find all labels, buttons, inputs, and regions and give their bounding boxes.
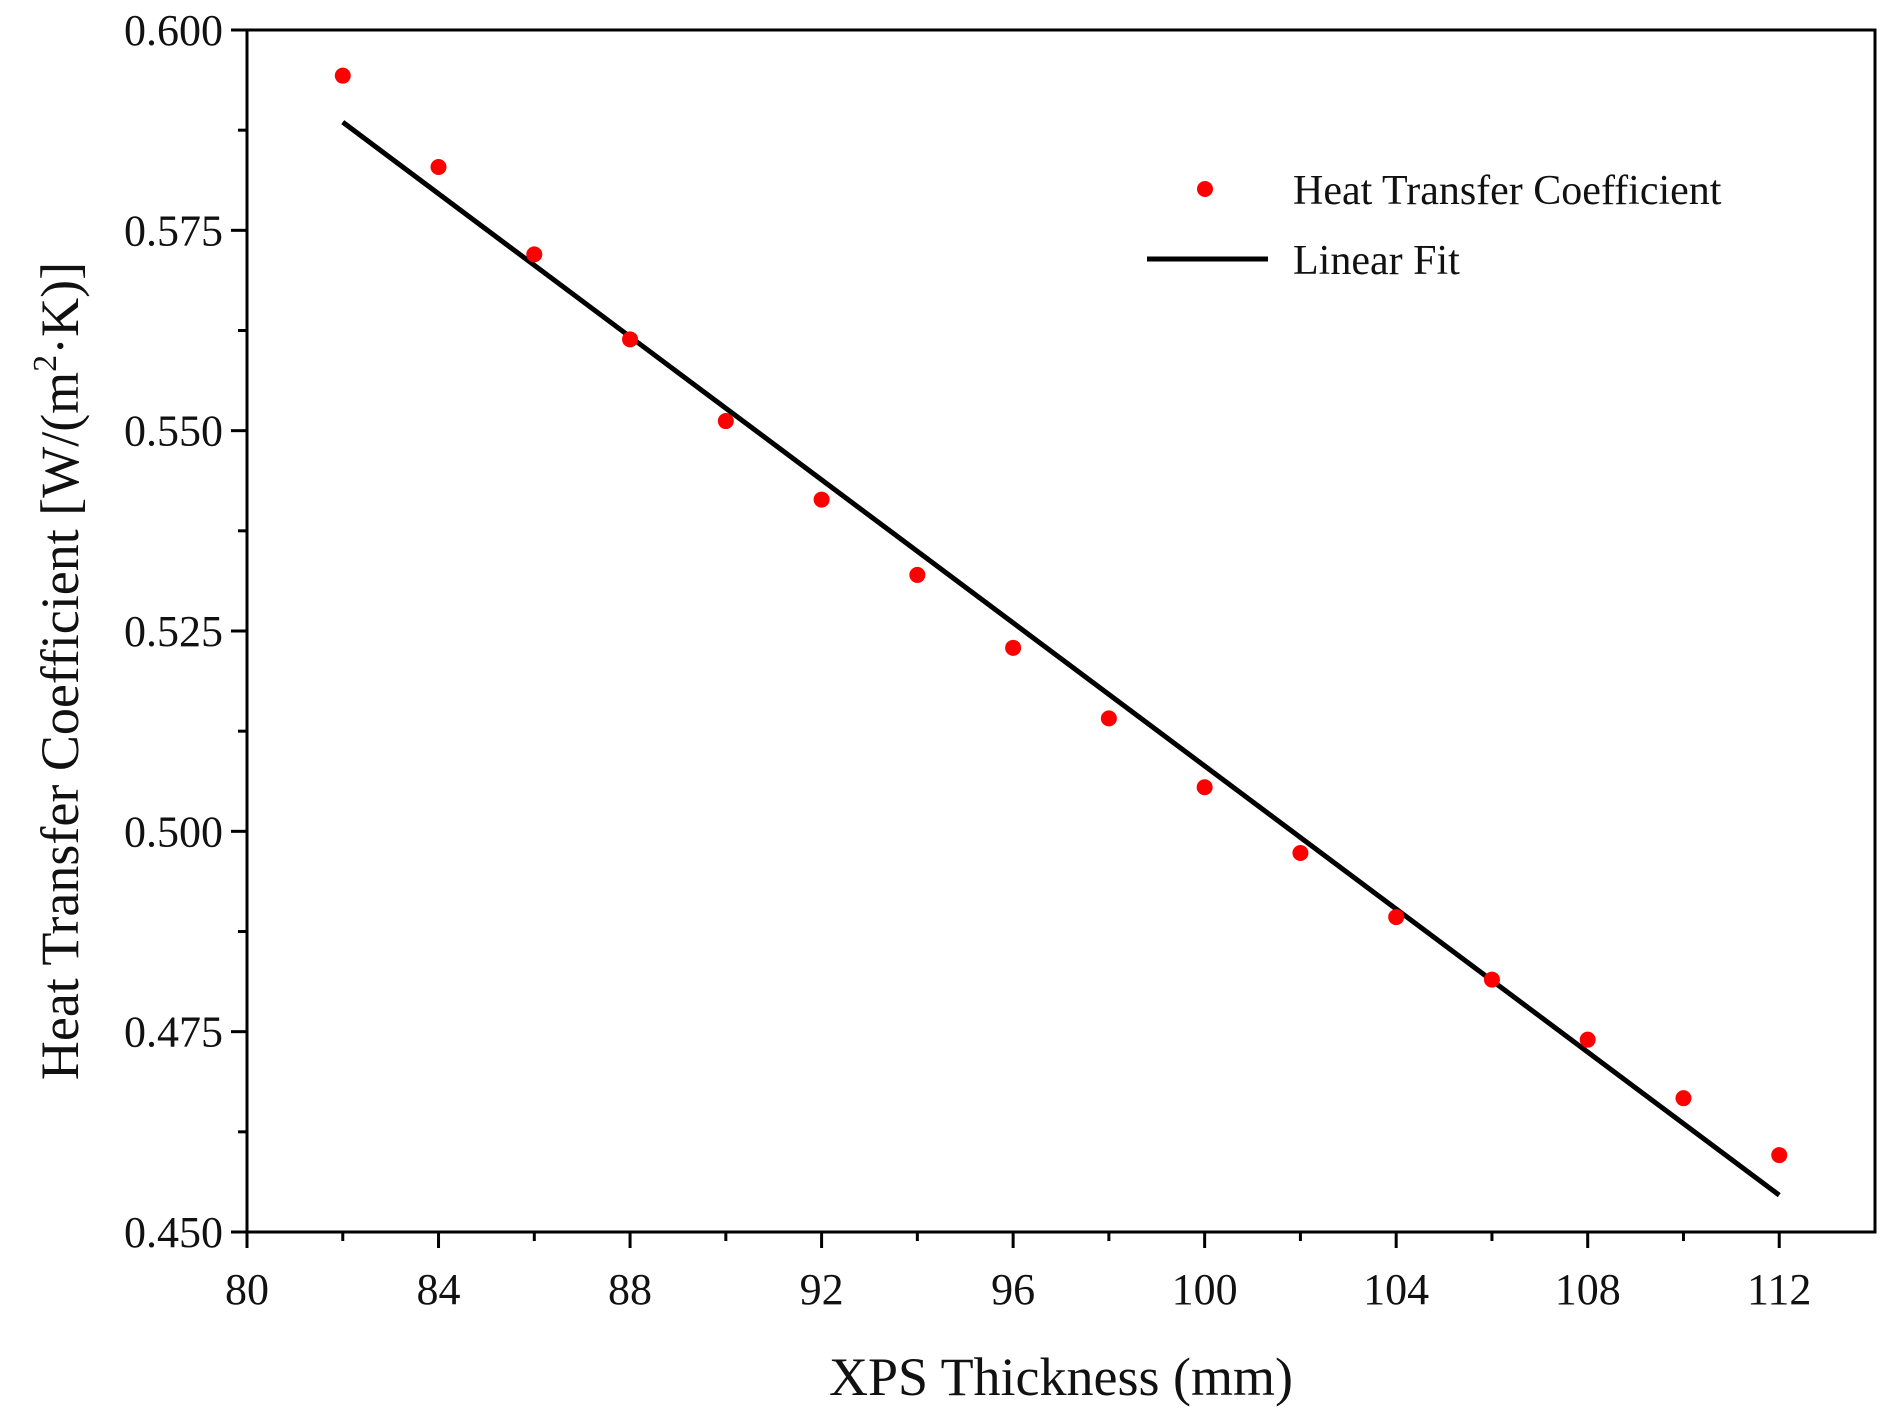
legend-marker-scatter (1197, 181, 1213, 197)
legend-label-scatter: Heat Transfer Coefficient (1293, 168, 1722, 214)
y-tick-label: 0.450 (124, 1208, 223, 1257)
x-tick-label: 80 (225, 1265, 269, 1314)
x-tick-label: 112 (1747, 1265, 1811, 1314)
y-tick-label: 0.550 (124, 407, 223, 456)
x-tick-label: 100 (1172, 1265, 1238, 1314)
x-tick-label: 96 (991, 1265, 1035, 1314)
data-point (909, 566, 926, 583)
legend-label-line: Linear Fit (1293, 238, 1460, 284)
axis-ticks: 80 84 88 92 96 100 104 108 112 0.450 0.475 0.500 0.5… (124, 6, 1811, 1314)
data-point (622, 331, 639, 348)
data-point (430, 159, 447, 176)
x-tick-label: 84 (417, 1265, 461, 1314)
data-point (813, 491, 830, 508)
x-axis-title: XPS Thickness (mm) (829, 1347, 1293, 1407)
x-tick-label: 88 (608, 1265, 652, 1314)
data-point (1005, 639, 1022, 656)
data-point (1388, 909, 1405, 926)
y-tick-label: 0.575 (124, 206, 223, 255)
data-point (1483, 971, 1500, 988)
data-point (1100, 710, 1117, 727)
legend: Heat Transfer Coefficient Linear Fit (1147, 168, 1722, 284)
y-tick-label: 0.600 (124, 6, 223, 55)
data-point (717, 413, 734, 430)
data-point (334, 67, 351, 84)
x-tick-label: 92 (800, 1265, 844, 1314)
data-point (1292, 844, 1309, 861)
data-point (526, 246, 543, 263)
data-point (1579, 1031, 1596, 1048)
data-point (1196, 779, 1213, 796)
y-tick-label: 0.525 (124, 607, 223, 656)
y-axis-title-tail: ·K)] (30, 262, 90, 355)
y-tick-label: 0.475 (124, 1008, 223, 1057)
data-point (1771, 1147, 1788, 1164)
y-axis-title-superscript: 2 (27, 355, 64, 372)
data-point (1675, 1090, 1692, 1107)
y-axis-title-main: Heat Transfer Coefficient [W/(m (30, 372, 90, 1080)
x-tick-label: 108 (1555, 1265, 1621, 1314)
y-axis-title: Heat Transfer Coefficient [W/(m2·K)] (27, 262, 90, 1080)
y-tick-label: 0.500 (124, 807, 223, 856)
plot-area (334, 67, 1788, 1198)
linear-fit-line (341, 120, 1781, 1198)
x-tick-label: 104 (1363, 1265, 1429, 1314)
